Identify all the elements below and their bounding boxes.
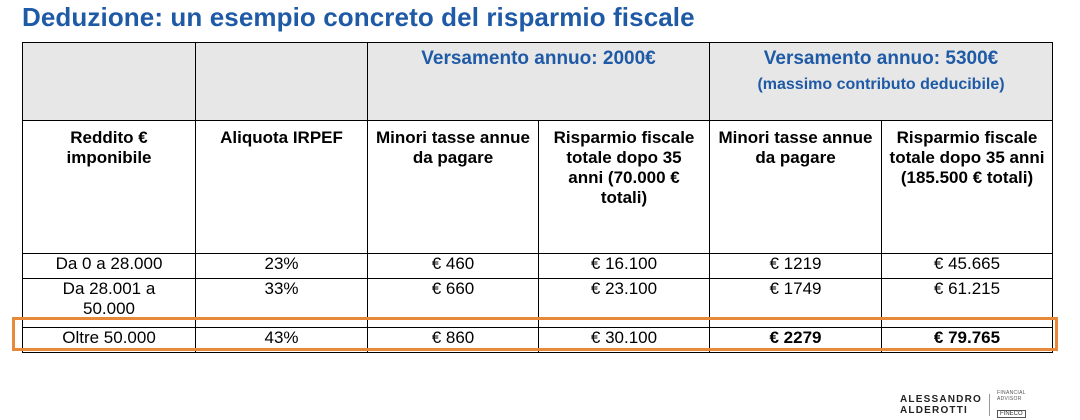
cell-aliquota: 23%: [195, 253, 368, 279]
group-header-2000: Versamento annuo: 2000€: [367, 42, 710, 121]
page-title: Deduzione: un esempio concreto del rispa…: [22, 2, 695, 32]
column-header-aliquota: Aliquota IRPEF: [195, 120, 368, 254]
cell-risparmio-1: € 16.100: [538, 253, 710, 279]
logo-tag-line2: ADVISOR: [997, 396, 1022, 402]
cell-reddito: Da 0 a 28.000: [22, 253, 196, 279]
group-header-5300-sub: (massimo contributo deducibile): [757, 76, 1005, 93]
column-header-minori-2: Minori tasse annue da pagare: [709, 120, 882, 254]
table-group-header-row: Versamento annuo: 2000€ Versamento annuo…: [22, 42, 1054, 121]
empty-header-cell: [22, 42, 196, 121]
logo-name: ALESSANDRO ALDEROTTI: [900, 394, 982, 416]
logo-tag: FINANCIAL ADVISOR FINECO: [997, 390, 1026, 420]
column-header-risparmio-1: Risparmio fiscale totale dopo 35 anni (7…: [538, 120, 710, 254]
cell-risparmio-2: € 45.665: [880, 253, 1054, 279]
logo-name-line1: ALESSANDRO: [900, 394, 983, 405]
cell-minori-1: € 460: [367, 253, 539, 279]
column-header-reddito: Reddito € imponibile: [22, 120, 196, 254]
logo-brand: FINECO: [997, 410, 1026, 418]
savings-table: Versamento annuo: 2000€ Versamento annuo…: [22, 42, 1054, 353]
empty-header-cell: [195, 42, 368, 121]
logo-tag-line1: FINANCIAL: [997, 390, 1026, 396]
table-column-header-row: Reddito € imponibile Aliquota IRPEF Mino…: [22, 120, 1054, 254]
table-row: Da 0 a 28.000 23% € 460 € 16.100 € 1219 …: [22, 253, 1054, 279]
cell-minori-2: € 1219: [709, 253, 882, 279]
highlight-box: [12, 317, 1058, 351]
group-header-5300-label: Versamento annuo: 5300€: [763, 48, 999, 69]
logo-divider: [989, 394, 991, 416]
column-header-risparmio-2: Risparmio fiscale totale dopo 35 anni (1…: [880, 120, 1054, 254]
logo-name-line2: ALDEROTTI: [900, 405, 969, 416]
brand-logo: ALESSANDRO ALDEROTTI FINANCIAL ADVISOR F…: [900, 390, 1026, 420]
group-header-5300: Versamento annuo: 5300€ (massimo contrib…: [708, 42, 1054, 121]
column-header-minori-1: Minori tasse annue da pagare: [367, 120, 539, 254]
